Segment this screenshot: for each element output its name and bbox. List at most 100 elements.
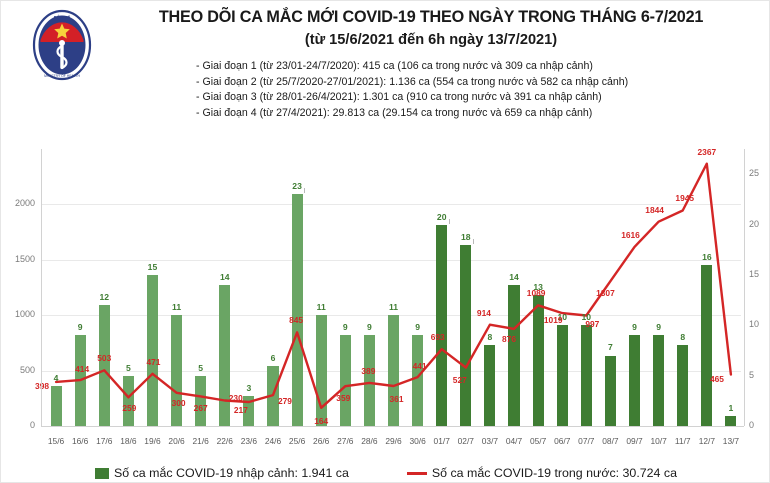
bar-value-label: 9 — [415, 322, 420, 333]
line-value-label: 441 — [412, 361, 427, 372]
bar-05-7 — [532, 295, 544, 426]
bar-12-7 — [701, 264, 713, 426]
line-value-label: 471 — [146, 356, 161, 367]
chart-legend: Số ca mắc COVID-19 nhập cảnh: 1.941 ca S… — [1, 466, 770, 480]
bar-30-6 — [412, 335, 424, 426]
x-axis-tick: 23/6 — [240, 436, 258, 446]
line-series-trong-nuoc — [54, 162, 733, 409]
line-value-label: 259 — [122, 403, 137, 414]
bar-value-label: 11 — [388, 302, 399, 313]
y-axis-tick-left: 1500 — [14, 253, 35, 264]
line-value-label: 465 — [709, 374, 724, 385]
phase-line: - Giai đoạn 2 (từ 25/7/2020-27/01/2021):… — [196, 75, 629, 88]
bar-value-label: 23 — [292, 181, 302, 192]
ministry-of-health-emblem-icon: BỘ Y TẾ MINISTRY OF HEALTH — [31, 9, 93, 81]
bar-value-label: 13 — [533, 282, 543, 293]
bar-value-label: 15 — [147, 261, 158, 272]
x-axis-tick: 17/6 — [96, 436, 113, 446]
label-leader-line — [472, 238, 474, 244]
line-value-label: 1019 — [543, 315, 563, 326]
legend-label-trong-nuoc: Số ca mắc COVID-19 trong nước: 30.724 ca — [431, 466, 677, 480]
bar-value-label: 14 — [219, 271, 230, 282]
line-value-label: 1307 — [596, 288, 615, 299]
bar-value-label: 4 — [53, 372, 59, 383]
bar-value-label: 9 — [656, 322, 662, 333]
x-axis-tick: 18/6 — [120, 436, 137, 446]
line-value-label: 693 — [430, 332, 445, 343]
line-path-trong-nuoc — [54, 162, 733, 409]
bar-value-label: 12 — [99, 292, 110, 303]
x-axis-tick: 03/7 — [481, 436, 499, 446]
bar-02-7 — [460, 244, 472, 426]
y-axis-tick-right: 0 — [749, 420, 755, 430]
line-value-label: 267 — [193, 403, 208, 414]
bar-22-6 — [219, 284, 231, 426]
title-block: THEO DÕI CA MẮC MỚI COVID-19 THEO NGÀY T… — [101, 7, 761, 50]
bar-09-7 — [628, 335, 641, 426]
bar-value-label: 16 — [702, 251, 712, 262]
line-value-label: 279 — [277, 396, 292, 407]
line-value-label: 914 — [476, 307, 491, 318]
line-value-label: 1616 — [621, 229, 640, 240]
y-axis-tick-left: 2000 — [14, 198, 35, 209]
x-axis-tick: 10/7 — [650, 436, 667, 446]
bar-value-label: 8 — [680, 332, 686, 343]
bar-17-6 — [98, 305, 110, 426]
x-axis-tick: 22/6 — [216, 436, 233, 446]
bar-10-7 — [653, 335, 665, 426]
y-axis-tick-right: 15 — [749, 268, 760, 279]
bar-28-6 — [363, 335, 375, 426]
bar-04-7 — [508, 284, 520, 426]
gridline — [41, 259, 741, 261]
bar-03-7 — [484, 345, 496, 426]
bar-01-7 — [436, 224, 448, 426]
bar-value-label: 9 — [632, 322, 637, 333]
x-axis-tick: 16/6 — [71, 436, 89, 446]
x-axis-tick: 20/6 — [168, 436, 185, 446]
line-value-label: 164 — [314, 415, 329, 426]
bar-11-7 — [677, 345, 689, 426]
legend-line-swatch-icon — [406, 471, 427, 475]
bar-07-7 — [580, 325, 592, 426]
bar-value-label: 10 — [581, 312, 592, 323]
svg-text:MINISTRY OF HEALTH: MINISTRY OF HEALTH — [44, 74, 80, 78]
y-axis-tick-right: 10 — [749, 319, 760, 330]
chart-plot-area: 4 15/6 9 16/6 12 17/6 5 18/6 15 19/6 11 20/6 5 21/6 14… — [1, 131, 770, 483]
line-value-label: 217 — [233, 404, 248, 415]
x-axis-tick: 08/7 — [602, 436, 619, 446]
y-axis-tick-right: 5 — [749, 369, 755, 380]
phase-summary-list: - Giai đoạn 1 (từ 23/01-24/7/2020): 415 … — [196, 59, 756, 121]
y-axis-tick-right: 25 — [749, 168, 760, 179]
line-value-label: 997 — [585, 318, 600, 329]
label-leader-line — [304, 188, 306, 194]
x-axis-tick: 07/7 — [578, 436, 595, 446]
x-axis-line — [41, 426, 744, 427]
legend-label-nhap-canh: Số ca mắc COVID-19 nhập cảnh: 1.941 ca — [114, 466, 349, 480]
x-axis-tick: 05/7 — [529, 436, 547, 446]
line-value-label: 845 — [289, 315, 304, 326]
bar-15-6 — [50, 385, 62, 426]
x-axis-tick: 28/6 — [361, 436, 378, 446]
bar-value-label: 9 — [342, 322, 348, 333]
bar-value-label: 9 — [367, 322, 372, 333]
x-axis-tick: 11/7 — [674, 436, 691, 446]
gridline — [41, 204, 741, 206]
x-axis-tick: 27/6 — [337, 436, 354, 446]
bar-18-6 — [122, 375, 134, 426]
legend-item-nhap-canh: Số ca mắc COVID-19 nhập cảnh: 1.941 ca — [95, 466, 349, 480]
x-axis-tick: 15/6 — [47, 436, 65, 446]
y-axis-tick-left: 1000 — [14, 309, 35, 320]
x-axis-tick: 02/7 — [457, 436, 474, 446]
phase-line: - Giai đoạn 4 (từ 27/4/2021): 29.813 ca … — [196, 106, 593, 119]
x-axis-tick: 26/6 — [313, 436, 330, 446]
x-axis-tick: 30/6 — [409, 436, 426, 446]
x-axis-tick: 04/7 — [505, 436, 523, 446]
bar-25-6 — [291, 194, 303, 426]
bar-21-6 — [195, 375, 207, 426]
line-value-label: 398 — [35, 380, 50, 391]
line-value-label: 1844 — [645, 204, 664, 215]
y-axis-tick-left: 500 — [19, 364, 35, 375]
bar-value-label: 5 — [198, 362, 204, 373]
bar-06-7 — [556, 325, 568, 426]
bar-value-label: 7 — [608, 342, 613, 353]
